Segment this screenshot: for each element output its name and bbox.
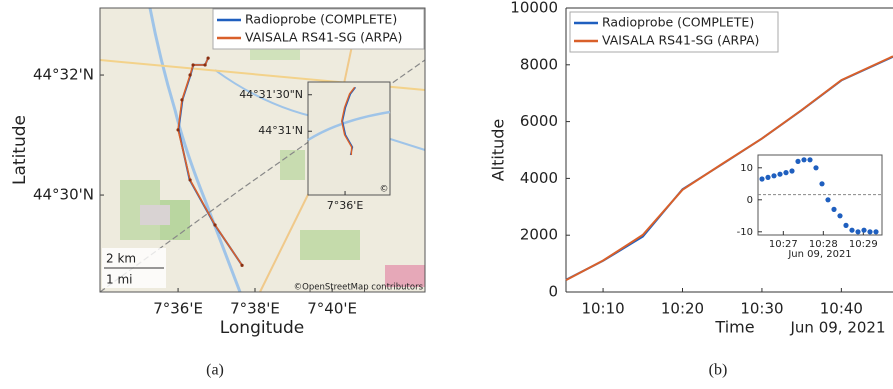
inset-attribution: © bbox=[380, 185, 389, 195]
y-axis-label: Latitude bbox=[10, 115, 30, 185]
y-tick-label: 6000 bbox=[520, 112, 558, 130]
scatter-point bbox=[819, 181, 825, 187]
scatter-point bbox=[873, 229, 879, 235]
y-tick-label: -10 bbox=[737, 227, 753, 238]
scatter-point bbox=[855, 229, 861, 235]
series-point bbox=[206, 56, 210, 60]
x-tick-label: 10:28 bbox=[809, 239, 838, 250]
series-point bbox=[188, 73, 192, 77]
attribution: ©OpenStreetMap contributors bbox=[294, 283, 424, 293]
scatter-point bbox=[861, 227, 867, 233]
y-tick-label: 44°30'N bbox=[33, 186, 94, 204]
series-line bbox=[340, 86, 356, 156]
series-point bbox=[191, 63, 195, 67]
y-tick-label: 44°31'N bbox=[258, 124, 303, 137]
scatter-point bbox=[777, 171, 783, 177]
scatter-point bbox=[867, 229, 873, 235]
scatter-point bbox=[771, 173, 777, 179]
series-point bbox=[188, 178, 192, 182]
scatter-point bbox=[759, 176, 765, 182]
y-tick-label: 0 bbox=[548, 283, 558, 301]
date-label: Jun 09, 2021 bbox=[789, 319, 885, 337]
y-tick-label: 10 bbox=[740, 163, 753, 174]
scatter-point bbox=[813, 165, 819, 171]
map-frame bbox=[99, 7, 426, 293]
y-tick-label: 8000 bbox=[520, 55, 558, 73]
legend-label: Radioprobe (COMPLETE) bbox=[245, 12, 397, 27]
caption: (a) bbox=[206, 362, 224, 379]
x-axis-label: Longitude bbox=[220, 318, 305, 338]
x-tick-label: 7°38'E bbox=[230, 300, 280, 318]
legend-box bbox=[212, 8, 425, 50]
x-tick-label: 10:30 bbox=[740, 300, 783, 318]
scatter-point bbox=[837, 213, 843, 219]
scale-label: 2 km bbox=[106, 252, 136, 266]
scatter-point bbox=[825, 197, 831, 203]
legend-label: VAISALA RS41-SG (ARPA) bbox=[245, 30, 402, 45]
x-tick-label: 10:40 bbox=[820, 300, 863, 318]
legend-label: VAISALA RS41-SG (ARPA) bbox=[602, 33, 759, 48]
y-tick-label: 10000 bbox=[510, 0, 558, 17]
y-tick-label: 44°31'30"N bbox=[239, 88, 303, 101]
x-tick-label: 10:20 bbox=[661, 300, 704, 318]
scatter-point bbox=[807, 157, 813, 163]
plots: 44°30'N 44°32'N 7°36'E 7°38'E 7°40'E Radiopro… bbox=[10, 0, 893, 379]
scatter-point bbox=[795, 158, 801, 164]
inset-date-label: Jun 09, 2021 bbox=[787, 249, 851, 260]
x-tick-label: 10:27 bbox=[769, 239, 798, 250]
caption: (b) bbox=[709, 362, 728, 379]
y-tick-label: 2000 bbox=[520, 226, 558, 244]
scatter-point bbox=[765, 174, 771, 180]
series-point bbox=[176, 128, 180, 132]
inset-background bbox=[307, 81, 391, 196]
series-point bbox=[180, 98, 184, 102]
scatter-point bbox=[789, 168, 795, 174]
series-point bbox=[213, 223, 217, 227]
series-line bbox=[341, 86, 357, 156]
inset-river bbox=[307, 110, 391, 142]
x-tick-label: 10:29 bbox=[849, 239, 878, 250]
scatter-point bbox=[849, 227, 855, 233]
scatter-point bbox=[801, 157, 807, 163]
x-tick-label: 10:10 bbox=[581, 300, 624, 318]
legend-label: Radioprobe (COMPLETE) bbox=[602, 15, 754, 30]
x-tick-label: 7°36'E bbox=[153, 300, 203, 318]
legend-box bbox=[569, 11, 779, 53]
scale-label: 1 mi bbox=[106, 273, 132, 287]
x-tick-label: 7°36'E bbox=[327, 199, 364, 212]
y-tick-label: 4000 bbox=[520, 169, 558, 187]
scatter-point bbox=[831, 206, 837, 212]
series-point bbox=[240, 263, 244, 267]
series-line bbox=[565, 55, 893, 281]
y-axis-label: Altitude bbox=[489, 119, 508, 182]
scatter-point bbox=[843, 222, 849, 228]
y-tick-label: 44°32'N bbox=[33, 66, 94, 84]
scatter-point bbox=[783, 170, 789, 176]
x-axis-label: Time bbox=[714, 318, 754, 337]
y-tick-label: 0 bbox=[747, 195, 753, 206]
x-tick-label: 7°40'E bbox=[307, 300, 357, 318]
series-point bbox=[203, 63, 207, 67]
